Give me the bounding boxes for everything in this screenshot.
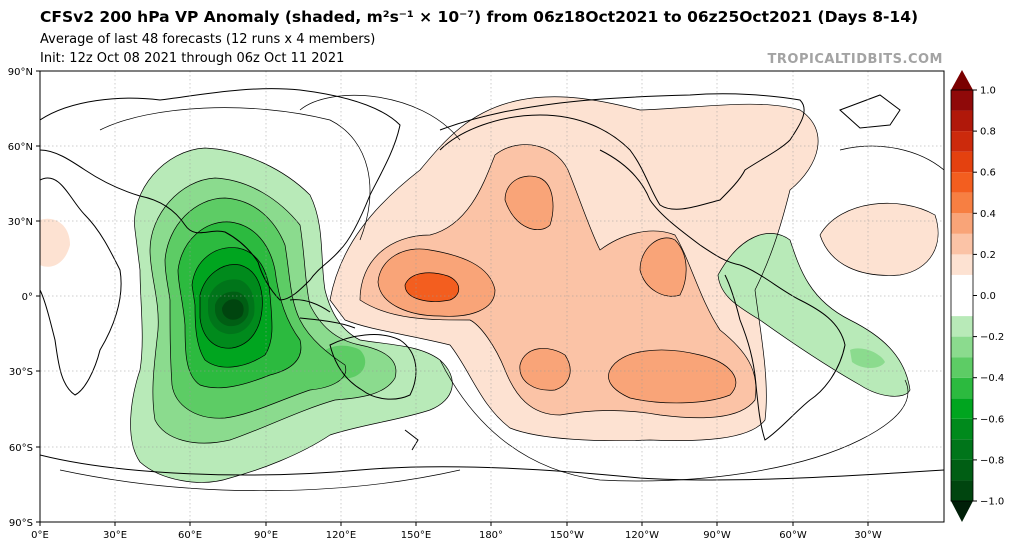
longitude-axis: 0°E 30°E 60°E 90°E 120°E 150°E 180° 150°… xyxy=(31,522,882,541)
colorbar-extend-top xyxy=(951,70,973,90)
colorbar-segment xyxy=(951,131,973,152)
lon-label-60e: 60°E xyxy=(178,530,202,541)
colorbar-tick-label: −0.8 xyxy=(980,455,1004,466)
lon-label-90e: 90°E xyxy=(254,530,278,541)
map-panel xyxy=(40,71,944,522)
colorbar-ticks: 1.0 0.8 0.6 0.4 0.2 0.0 −0.2 −0.4 −0.6 −0.8 −1.0 xyxy=(973,86,1004,508)
colorbar-extend-bottom xyxy=(951,501,973,522)
lon-label-30e: 30°E xyxy=(103,530,127,541)
colorbar-segment xyxy=(951,418,973,440)
lon-label-150w: 150°W xyxy=(550,530,584,541)
colorbar-tick-label: −0.2 xyxy=(980,332,1004,343)
colorbar-tick-label: −0.6 xyxy=(980,414,1004,425)
subtitle-init-time: Init: 12z Oct 08 2021 through 06z Oct 11… xyxy=(40,51,345,66)
colorbar-tick-label: 0.6 xyxy=(980,168,996,179)
colorbar-segment xyxy=(951,377,973,399)
colorbar-segment xyxy=(951,459,973,481)
colorbar-segment xyxy=(951,398,973,419)
lat-label-30n: 30°N xyxy=(8,217,33,228)
colorbar-segments xyxy=(951,90,973,501)
positive-anomaly-region xyxy=(40,96,939,441)
colorbar-segment xyxy=(951,316,973,337)
colorbar-segment xyxy=(951,233,973,255)
lon-label-90w: 90°W xyxy=(703,530,731,541)
colorbar-segment xyxy=(951,90,973,111)
lat-label-eq: 0° xyxy=(22,292,33,303)
colorbar-tick-label: −1.0 xyxy=(980,497,1004,508)
colorbar-segment xyxy=(951,213,973,234)
latitude-axis: 90°N 60°N 30°N 0° 30°S 60°S 90°S xyxy=(8,67,40,529)
colorbar-segment xyxy=(951,274,973,317)
colorbar-segment xyxy=(951,439,973,460)
brand-watermark: TROPICALTIDBITS.COM xyxy=(767,52,943,67)
colorbar-tick-label: 0.4 xyxy=(980,209,996,220)
colorbar-segment xyxy=(951,336,973,358)
lat-label-90s: 90°S xyxy=(9,518,33,529)
colorbar-tick-label: 0.0 xyxy=(980,291,996,302)
colorbar-segment xyxy=(951,110,973,132)
colorbar-tick-label: −0.4 xyxy=(980,373,1004,384)
contour-lines xyxy=(59,95,944,492)
lat-label-30s: 30°S xyxy=(9,367,33,378)
lon-label-60w: 60°W xyxy=(779,530,807,541)
colorbar-segment xyxy=(951,172,973,193)
subtitle-forecast-average: Average of last 48 forecasts (12 runs x … xyxy=(40,32,376,47)
lon-label-30w: 30°W xyxy=(854,530,882,541)
colorbar-segment xyxy=(951,357,973,378)
lon-label-120e: 120°E xyxy=(326,530,356,541)
gridlines xyxy=(40,71,944,522)
colorbar: 1.0 0.8 0.6 0.4 0.2 0.0 −0.2 −0.4 −0.6 −0.8 −1.0 xyxy=(950,70,1004,522)
lon-label-180: 180° xyxy=(479,530,503,541)
lon-label-0e: 0°E xyxy=(31,530,49,541)
colorbar-tick-label: 1.0 xyxy=(980,86,996,97)
colorbar-segment xyxy=(951,192,973,214)
lat-label-60n: 60°N xyxy=(8,142,33,153)
map-title: CFSv2 200 hPa VP Anomaly (shaded, m²s⁻¹ … xyxy=(40,8,919,26)
colorbar-segment xyxy=(951,151,973,173)
colorbar-segment xyxy=(951,254,973,275)
lat-label-90n: 90°N xyxy=(8,67,33,78)
colorbar-tick-label: 0.2 xyxy=(980,250,996,261)
colorbar-segment xyxy=(951,480,973,501)
colorbar-tick-label: 0.8 xyxy=(980,127,996,138)
lat-label-60s: 60°S xyxy=(9,443,33,454)
lon-label-150e: 150°E xyxy=(401,530,431,541)
lon-label-120w: 120°W xyxy=(625,530,659,541)
